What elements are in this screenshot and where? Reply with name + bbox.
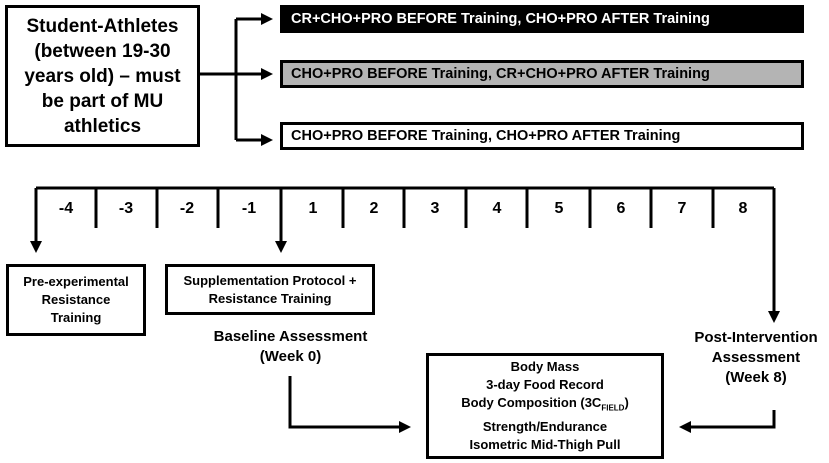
outcome-body-composition: Body Composition (3CFIELD): [461, 394, 629, 418]
body-comp-prefix: Body Composition (3C: [461, 395, 602, 411]
arm-1-label: CR+CHO+PRO BEFORE Training, CHO+PRO AFTE…: [291, 11, 710, 27]
week-label: 1: [308, 200, 318, 217]
baseline-assessment-label: Baseline Assessment (Week 0): [198, 327, 383, 367]
pre-experimental-line: Pre-experimental: [23, 274, 129, 289]
week-label: -1: [241, 200, 257, 217]
week-label: 5: [554, 200, 564, 217]
week-label: 3: [430, 200, 440, 217]
week-label: 7: [677, 200, 687, 217]
post-assessment-label: Post-Intervention Assessment (Week 8): [686, 328, 826, 388]
week-label: 6: [616, 200, 626, 217]
arm-3-label: CHO+PRO BEFORE Training, CHO+PRO AFTER T…: [291, 128, 681, 144]
population-line: athletics: [63, 115, 142, 137]
post-line: Post-Intervention: [694, 329, 818, 346]
supplementation-line: Supplementation Protocol +: [183, 272, 357, 288]
baseline-line: Baseline Assessment: [213, 328, 368, 345]
outcome-body-mass: Body Mass: [510, 359, 580, 375]
arm-1-box: CR+CHO+PRO BEFORE Training, CHO+PRO AFTE…: [280, 5, 804, 33]
population-box: Student-Athletes (between 19-30 years ol…: [5, 5, 200, 147]
population-line: years old) – must: [24, 65, 181, 87]
supplementation-box: Supplementation Protocol + Resistance Tr…: [165, 264, 375, 315]
pre-experimental-line: Training: [50, 310, 102, 325]
population-line: (between 19-30: [34, 40, 171, 62]
outcome-food-record: 3-day Food Record: [486, 377, 604, 393]
week-label: 2: [369, 200, 379, 217]
population-line: be part of MU: [41, 90, 164, 112]
arrow-baseline-to-outcomes: [288, 376, 411, 433]
outcomes-box: Body Mass 3-day Food Record Body Composi…: [426, 353, 664, 459]
arrow-post-to-outcomes: [679, 410, 776, 433]
arm-2-box: CHO+PRO BEFORE Training, CR+CHO+PRO AFTE…: [280, 60, 804, 88]
week-label: -3: [118, 200, 134, 217]
body-comp-subscript: FIELD: [601, 403, 625, 413]
outcome-imtp: Isometric Mid-Thigh Pull: [469, 436, 621, 452]
body-comp-suffix: ): [624, 395, 629, 411]
post-line: Assessment: [711, 349, 801, 366]
week-label: 4: [492, 200, 502, 217]
week-label: 8: [738, 200, 748, 217]
pre-experimental-box: Pre-experimental Resistance Training: [6, 264, 146, 336]
arm-2-label: CHO+PRO BEFORE Training, CR+CHO+PRO AFTE…: [291, 66, 710, 82]
arm-3-box: CHO+PRO BEFORE Training, CHO+PRO AFTER T…: [280, 122, 804, 150]
population-line: Student-Athletes: [26, 15, 179, 37]
supplementation-line: Resistance Training: [208, 290, 332, 306]
post-line: (Week 8): [725, 369, 787, 386]
week-label: -2: [179, 200, 195, 217]
pre-experimental-line: Resistance: [41, 292, 111, 307]
baseline-line: (Week 0): [259, 348, 322, 365]
week-label: -4: [58, 200, 74, 217]
outcome-strength: Strength/Endurance: [482, 418, 608, 434]
